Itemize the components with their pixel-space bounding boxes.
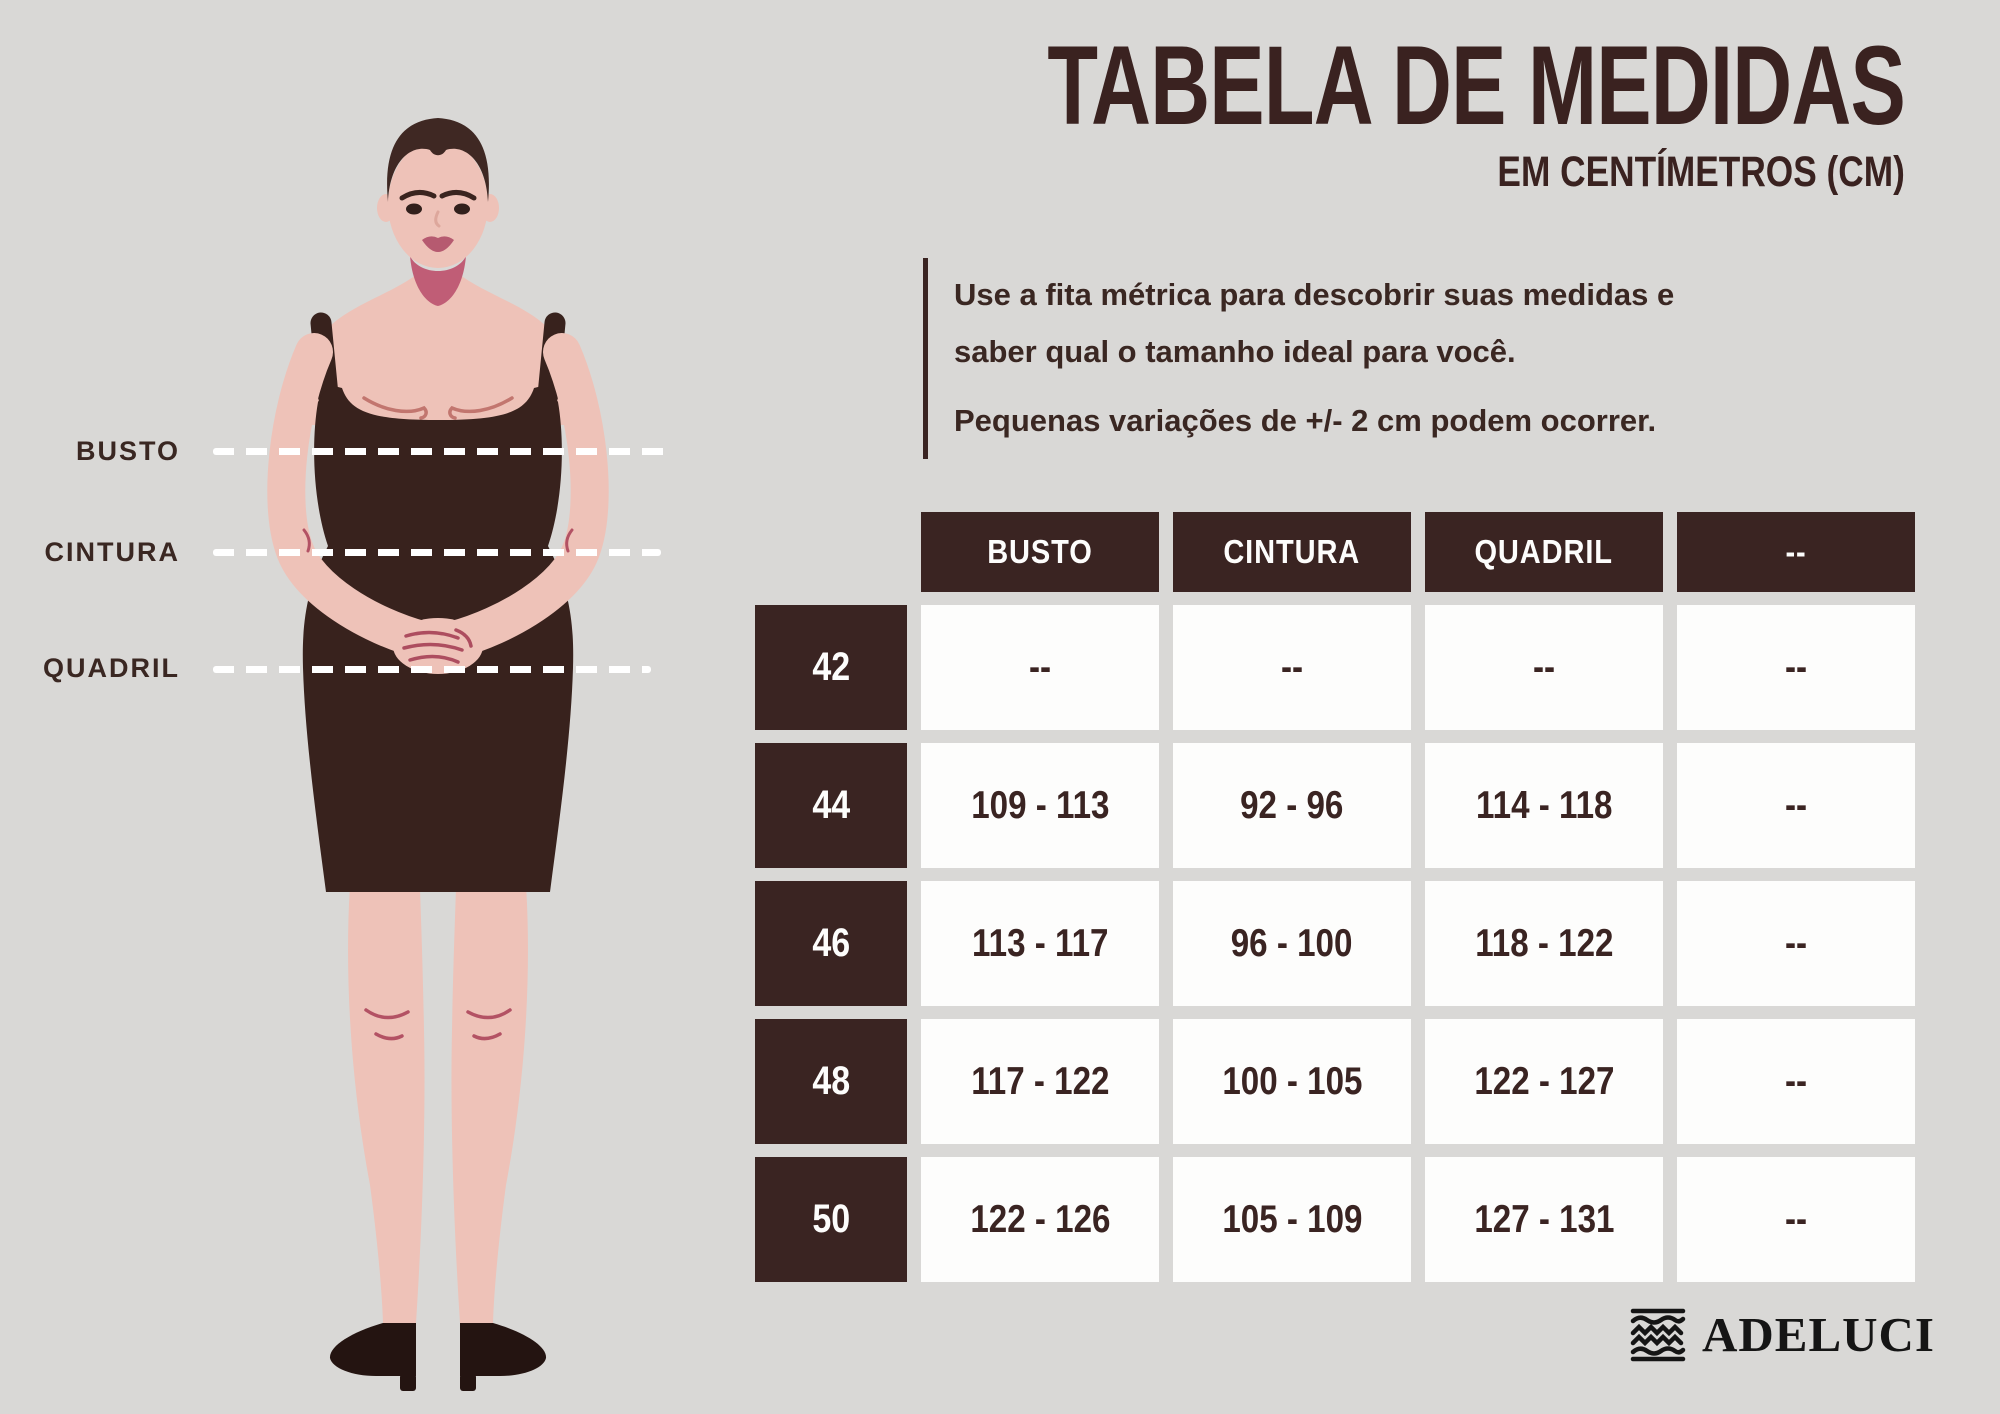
busto-label: BUSTO bbox=[75, 436, 180, 466]
page-subtitle: EM CENTÍMETROS (CM) bbox=[1497, 148, 1905, 196]
intro-line-1: Use a fita métrica para descobrir suas m… bbox=[954, 277, 1675, 312]
size-cell-46: 46 bbox=[755, 881, 907, 1006]
value-cell: 118 - 122 bbox=[1425, 881, 1663, 1006]
intro-line-3: Pequenas variações de +/- 2 cm podem oco… bbox=[954, 403, 1657, 438]
value-cell: -- bbox=[1677, 1157, 1915, 1282]
busto-measure-line bbox=[213, 448, 673, 455]
value-cell: 113 - 117 bbox=[921, 881, 1159, 1006]
value-cell: -- bbox=[1677, 881, 1915, 1006]
title-block: TABELA DE MEDIDAS EM CENTÍMETROS (CM) bbox=[746, 30, 1905, 197]
fabric-waves-icon bbox=[1630, 1308, 1686, 1362]
size-cell-42: 42 bbox=[755, 605, 907, 730]
value-cell: -- bbox=[1677, 743, 1915, 868]
value-cell: 114 - 118 bbox=[1425, 743, 1663, 868]
value-cell: 92 - 96 bbox=[1173, 743, 1411, 868]
woman-illustration bbox=[267, 118, 609, 1391]
value-cell: 117 - 122 bbox=[921, 1019, 1159, 1144]
intro-text: Use a fita métrica para descobrir suas m… bbox=[923, 258, 1793, 459]
column-header-quadril: QUADRIL bbox=[1425, 512, 1663, 592]
page-title: TABELA DE MEDIDAS bbox=[1047, 23, 1905, 148]
brand-logo: ADELUCI bbox=[1630, 1306, 1935, 1362]
quadril-measure-line bbox=[213, 666, 651, 673]
size-cell-50: 50 bbox=[755, 1157, 907, 1282]
brand-name: ADELUCI bbox=[1702, 1306, 1935, 1362]
column-header-cintura: CINTURA bbox=[1173, 512, 1411, 592]
intro-line-2: saber qual o tamanho ideal para você. bbox=[954, 334, 1516, 369]
value-cell: -- bbox=[1677, 605, 1915, 730]
value-cell: 100 - 105 bbox=[1173, 1019, 1411, 1144]
value-cell: -- bbox=[1677, 1019, 1915, 1144]
cintura-measure-line bbox=[213, 549, 661, 556]
cintura-label: CINTURA bbox=[44, 537, 180, 567]
table-corner bbox=[755, 512, 907, 592]
value-cell: 105 - 109 bbox=[1173, 1157, 1411, 1282]
column-header-busto: BUSTO bbox=[921, 512, 1159, 592]
value-cell: -- bbox=[1425, 605, 1663, 730]
value-cell: 122 - 126 bbox=[921, 1157, 1159, 1282]
column-header-extra: -- bbox=[1677, 512, 1915, 592]
value-cell: 96 - 100 bbox=[1173, 881, 1411, 1006]
size-table: BUSTO CINTURA QUADRIL -- 42 -- -- -- -- … bbox=[755, 512, 1915, 1282]
value-cell: 109 - 113 bbox=[921, 743, 1159, 868]
value-cell: -- bbox=[1173, 605, 1411, 730]
value-cell: -- bbox=[921, 605, 1159, 730]
size-cell-48: 48 bbox=[755, 1019, 907, 1144]
value-cell: 122 - 127 bbox=[1425, 1019, 1663, 1144]
quadril-label: QUADRIL bbox=[43, 653, 180, 683]
size-cell-44: 44 bbox=[755, 743, 907, 868]
value-cell: 127 - 131 bbox=[1425, 1157, 1663, 1282]
